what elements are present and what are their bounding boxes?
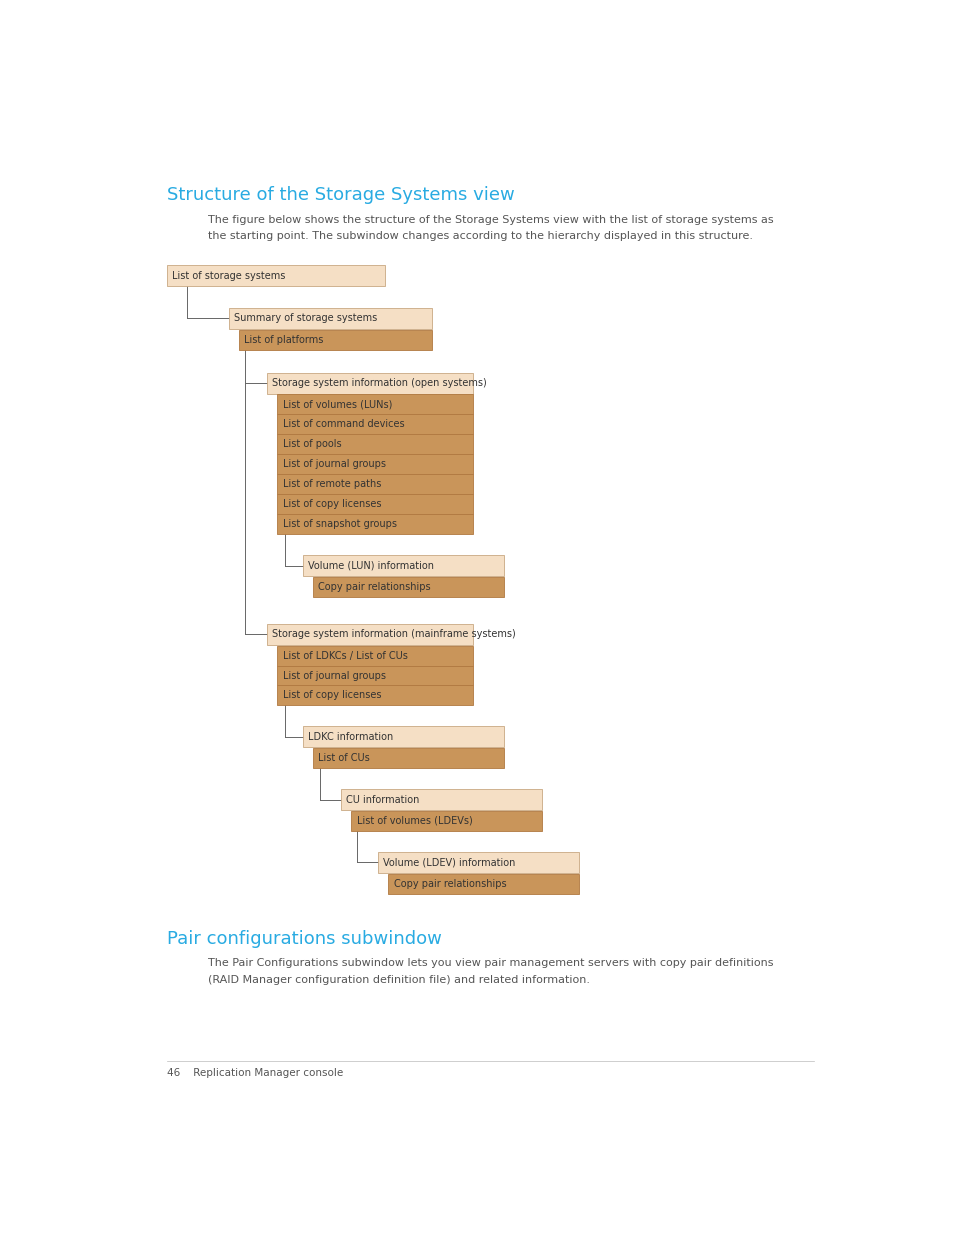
FancyBboxPatch shape <box>302 726 503 747</box>
Text: List of storage systems: List of storage systems <box>172 270 286 280</box>
Text: List of journal groups: List of journal groups <box>282 459 385 469</box>
Text: Storage system information (open systems): Storage system information (open systems… <box>272 378 487 388</box>
Text: List of volumes (LUNs): List of volumes (LUNs) <box>282 399 392 410</box>
Text: List of volumes (LDEVs): List of volumes (LDEVs) <box>356 816 472 826</box>
FancyBboxPatch shape <box>277 454 472 474</box>
Text: 46    Replication Manager console: 46 Replication Manager console <box>167 1068 343 1078</box>
FancyBboxPatch shape <box>388 874 578 894</box>
Text: The Pair Configurations subwindow lets you view pair management servers with cop: The Pair Configurations subwindow lets y… <box>208 958 773 968</box>
FancyBboxPatch shape <box>377 852 578 873</box>
Text: (RAID Manager configuration definition file) and related information.: (RAID Manager configuration definition f… <box>208 974 589 984</box>
Text: the starting point. The subwindow changes according to the hierarchy displayed i: the starting point. The subwindow change… <box>208 231 752 241</box>
Text: Copy pair relationships: Copy pair relationships <box>394 879 506 889</box>
FancyBboxPatch shape <box>277 494 472 514</box>
FancyBboxPatch shape <box>341 789 541 810</box>
Text: The figure below shows the structure of the Storage Systems view with the list o: The figure below shows the structure of … <box>208 215 773 225</box>
FancyBboxPatch shape <box>277 474 472 494</box>
Text: Summary of storage systems: Summary of storage systems <box>233 314 376 324</box>
Text: Structure of the Storage Systems view: Structure of the Storage Systems view <box>167 186 515 204</box>
FancyBboxPatch shape <box>277 394 472 415</box>
Text: Volume (LDEV) information: Volume (LDEV) information <box>383 857 515 867</box>
FancyBboxPatch shape <box>239 330 432 350</box>
FancyBboxPatch shape <box>229 308 432 329</box>
Text: List of command devices: List of command devices <box>282 420 404 430</box>
FancyBboxPatch shape <box>167 266 385 287</box>
Text: List of snapshot groups: List of snapshot groups <box>282 519 396 530</box>
FancyBboxPatch shape <box>267 624 472 645</box>
Text: List of pools: List of pools <box>282 440 341 450</box>
FancyBboxPatch shape <box>277 685 472 705</box>
Text: List of remote paths: List of remote paths <box>282 479 380 489</box>
Text: List of platforms: List of platforms <box>244 335 323 345</box>
Text: Volume (LUN) information: Volume (LUN) information <box>308 561 434 571</box>
FancyBboxPatch shape <box>277 646 472 666</box>
FancyBboxPatch shape <box>351 811 541 831</box>
FancyBboxPatch shape <box>302 556 503 576</box>
FancyBboxPatch shape <box>277 435 472 454</box>
Text: List of CUs: List of CUs <box>317 753 370 763</box>
FancyBboxPatch shape <box>267 373 472 394</box>
Text: List of copy licenses: List of copy licenses <box>282 690 381 700</box>
Text: List of LDKCs / List of CUs: List of LDKCs / List of CUs <box>282 651 407 661</box>
Text: Storage system information (mainframe systems): Storage system information (mainframe sy… <box>272 629 516 640</box>
FancyBboxPatch shape <box>277 666 472 685</box>
FancyBboxPatch shape <box>313 748 503 768</box>
FancyBboxPatch shape <box>277 514 472 535</box>
Text: List of journal groups: List of journal groups <box>282 671 385 680</box>
Text: List of copy licenses: List of copy licenses <box>282 499 381 509</box>
Text: Copy pair relationships: Copy pair relationships <box>317 582 431 592</box>
FancyBboxPatch shape <box>277 415 472 435</box>
FancyBboxPatch shape <box>313 577 503 597</box>
Text: Pair configurations subwindow: Pair configurations subwindow <box>167 930 442 948</box>
Text: LDKC information: LDKC information <box>308 732 393 742</box>
Text: CU information: CU information <box>346 794 419 804</box>
